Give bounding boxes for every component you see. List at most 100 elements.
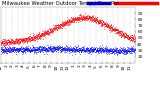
Point [52,28,54,30]
Point [22,39,24,41]
Point [43,49,45,50]
Point [45,48,48,49]
Point [71,18,73,20]
Point [37,37,40,38]
Point [45,33,48,34]
Point [24,48,27,50]
Point [46,49,49,51]
Point [106,23,109,25]
Point [103,49,106,51]
Point [56,46,59,48]
Point [92,50,94,51]
Point [53,27,56,28]
Point [5,39,8,40]
Point [107,50,110,51]
Point [55,46,57,48]
Point [40,49,43,50]
Point [80,17,83,19]
Point [103,23,106,25]
Point [48,47,50,49]
Point [50,51,53,52]
Point [27,48,29,49]
Point [101,24,104,25]
Point [14,49,17,51]
Point [106,50,109,51]
Point [92,16,94,18]
Point [107,26,110,28]
Point [88,17,90,18]
Point [45,51,48,52]
Point [31,49,34,50]
Point [131,51,133,52]
Point [74,18,77,20]
Point [109,50,111,51]
Point [0,48,3,49]
Point [35,48,38,49]
Point [9,47,12,48]
Point [19,40,22,41]
Point [107,48,110,49]
Point [54,25,56,27]
Point [37,49,40,50]
Point [2,40,5,42]
Point [39,34,41,35]
Point [67,24,69,26]
Point [30,37,33,39]
Point [55,27,58,29]
Point [22,47,25,49]
Point [88,48,90,50]
Point [42,47,44,49]
Point [73,49,75,50]
Point [5,49,8,50]
Point [82,18,85,20]
Point [32,47,35,48]
Point [95,19,98,20]
Point [59,48,61,49]
Point [124,35,127,37]
Point [104,51,107,52]
Point [92,48,94,49]
Point [26,46,29,47]
Point [104,22,107,24]
Point [96,20,98,22]
Point [18,49,21,51]
Point [33,36,36,37]
Point [96,16,98,18]
Point [96,19,98,20]
Point [91,20,93,21]
Point [111,51,114,52]
Point [37,34,40,36]
Point [17,50,19,51]
Point [106,23,108,24]
Point [115,29,117,31]
Point [8,48,11,49]
Point [49,48,52,50]
Point [66,49,68,50]
Point [0,49,2,50]
Point [13,46,16,47]
Point [16,50,19,52]
Point [78,16,81,17]
Point [125,34,128,35]
Point [127,49,130,50]
Point [113,49,115,51]
Point [133,40,135,42]
Point [18,41,20,43]
Point [34,39,36,41]
Point [88,47,91,49]
Point [130,49,132,50]
Point [91,18,94,20]
Point [75,49,78,51]
Point [75,50,77,51]
Point [39,35,42,37]
Point [87,19,89,20]
Point [104,48,107,49]
Point [89,17,91,18]
Point [53,28,55,30]
Point [101,21,104,23]
Point [22,39,24,40]
Point [131,37,133,39]
Point [23,50,25,52]
Point [127,35,130,36]
Point [47,34,50,35]
